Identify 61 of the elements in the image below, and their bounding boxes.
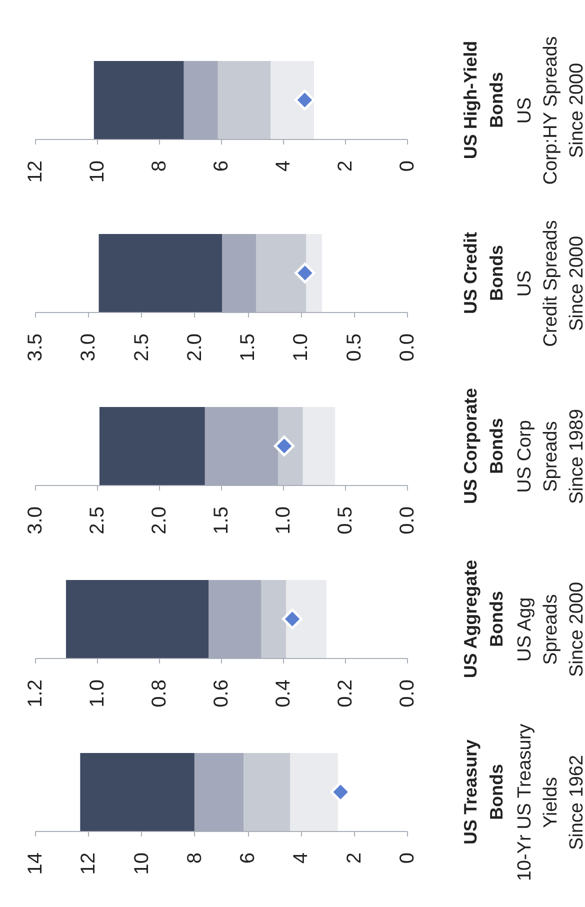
- x-tick-label: 0.5: [334, 506, 356, 534]
- y-axis-title: US Corp:HY Spreads Since 2000: [514, 36, 585, 185]
- x-tick-label: 4: [272, 160, 294, 172]
- bar: [270, 61, 314, 139]
- x-tick-label: 6: [237, 852, 260, 864]
- x-tick-label: 4: [290, 852, 312, 864]
- y-axis-title: US Agg Spreads Since 2000: [514, 582, 585, 678]
- x-tick-label: 0.5: [343, 334, 366, 362]
- x-tick-label: 0.2: [334, 680, 356, 708]
- x-tick-label: 1.2: [24, 680, 46, 708]
- x-tick-label: 1.5: [237, 334, 260, 362]
- x-tick-label: 0.8: [148, 680, 170, 708]
- x-tick-label: 8: [184, 852, 206, 864]
- bar: [256, 234, 306, 312]
- x-tick-label: 2.5: [130, 334, 153, 362]
- x-tick-label: 10: [86, 160, 108, 183]
- bar: [66, 580, 209, 658]
- bar: [244, 753, 290, 831]
- bar: [302, 407, 336, 485]
- y-axis-title: US Credit Spreads Since 2000: [514, 220, 585, 347]
- y-axis-title: 10-Yr US Treasury Yields Since 1962: [514, 723, 585, 882]
- x-tick-label: 0.0: [396, 680, 418, 708]
- x-tick-label: 10: [130, 852, 153, 875]
- x-tick-label: 14: [24, 852, 46, 875]
- x-tick-label: 12: [78, 852, 100, 875]
- x-tick-label: 2.0: [148, 506, 170, 534]
- y-axis-title: US Corp Spreads Since 1989: [514, 408, 585, 504]
- y-tick-label: US Aggregate Bonds: [460, 560, 506, 678]
- x-tick-label: 0.4: [272, 680, 294, 708]
- x-tick-label: 3.5: [24, 334, 46, 362]
- x-tick-label: 0: [396, 852, 418, 864]
- x-tick-label: 1.0: [86, 680, 108, 708]
- bar: [98, 234, 222, 312]
- x-tick-label: 8: [148, 160, 170, 172]
- x-tick-label: 1.5: [210, 506, 232, 534]
- x-tick-label: 3.0: [78, 334, 100, 362]
- y-tick-label: US Corporate Bonds: [460, 388, 506, 504]
- bar: [99, 407, 205, 485]
- x-tick-label: 12: [24, 160, 46, 183]
- x-tick-label: 2: [343, 852, 366, 864]
- x-tick-label: 6: [210, 160, 232, 172]
- x-tick-label: 1.0: [290, 334, 312, 362]
- x-tick-label: 2.5: [86, 506, 108, 534]
- x-tick-label: 2.0: [184, 334, 206, 362]
- bar: [218, 61, 271, 139]
- x-tick-label: 0.0: [396, 506, 418, 534]
- y-tick-label: US High-Yield Bonds: [460, 40, 506, 160]
- y-tick-label: US Treasury Bonds: [460, 739, 506, 845]
- bar: [306, 234, 322, 312]
- bar: [261, 580, 286, 658]
- bar: [290, 753, 338, 831]
- x-tick-label: 0.6: [210, 680, 232, 708]
- x-tick-label: 1.0: [272, 506, 294, 534]
- bar: [286, 580, 326, 658]
- x-tick-label: 0: [396, 160, 418, 172]
- y-tick-label: US Credit Bonds: [460, 232, 506, 314]
- bar: [80, 753, 194, 831]
- x-tick-label: 3.0: [24, 506, 46, 534]
- x-tick-label: 0.0: [396, 334, 418, 362]
- bar: [94, 61, 184, 139]
- x-tick-label: 2: [334, 160, 356, 172]
